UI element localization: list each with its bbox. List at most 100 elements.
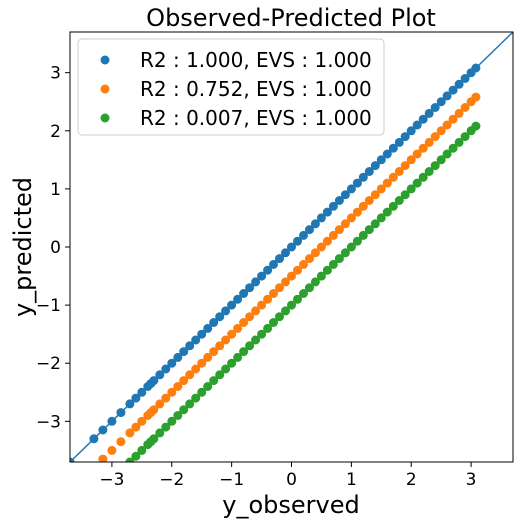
data-point (442, 149, 452, 159)
data-point (287, 300, 296, 310)
x-tick-label: −3 (99, 470, 124, 490)
data-point (430, 132, 440, 142)
data-point (346, 213, 356, 223)
data-point (137, 445, 147, 455)
data-point (269, 318, 278, 327)
data-point (305, 254, 314, 264)
data-point (179, 376, 189, 386)
data-point (418, 143, 428, 153)
data-point (448, 114, 458, 124)
data-point (107, 445, 117, 455)
data-point (251, 306, 261, 316)
legend-label-series-1: R2 : 1.000, EVS : 1.000 (140, 48, 372, 72)
data-point (418, 172, 428, 182)
data-point (358, 201, 368, 211)
data-point (209, 376, 219, 386)
data-point (382, 207, 392, 217)
y-tick-label: −2 (36, 354, 61, 374)
data-point (191, 364, 201, 374)
data-point (239, 318, 249, 327)
data-point (251, 335, 261, 345)
data-point (471, 121, 481, 131)
data-point (245, 312, 255, 322)
data-point (388, 201, 398, 211)
data-point (310, 277, 320, 287)
x-tick-label: 3 (466, 470, 477, 490)
data-point (370, 219, 380, 229)
data-point (376, 184, 386, 194)
data-point (149, 434, 159, 444)
data-point (328, 230, 338, 240)
data-point (233, 323, 243, 333)
data-point (257, 300, 267, 310)
y-tick-label: −1 (36, 296, 61, 316)
data-point (287, 271, 296, 281)
legend: R2 : 1.000, EVS : 1.000 R2 : 0.752, EVS … (77, 38, 385, 136)
data-point (269, 289, 278, 298)
legend-label-series-3: R2 : 0.007, EVS : 1.000 (140, 106, 372, 130)
data-point (305, 283, 314, 293)
data-point (263, 294, 273, 304)
data-point (382, 178, 392, 188)
data-point (460, 132, 470, 142)
data-point (406, 184, 416, 194)
x-tick-label: 0 (286, 470, 297, 490)
data-point (448, 143, 458, 153)
data-point (281, 306, 290, 316)
data-point (203, 352, 213, 362)
x-axis-ticks: −3 −2 −1 0 1 2 3 (99, 462, 477, 490)
legend-marker-series-3 (100, 113, 110, 123)
x-axis-label: y_observed (222, 491, 359, 519)
legend-marker-series-2 (100, 84, 110, 94)
data-point (173, 382, 183, 391)
data-point (364, 196, 374, 205)
data-point (406, 155, 416, 165)
data-point (436, 126, 446, 136)
data-point (394, 196, 404, 205)
data-point (388, 172, 398, 182)
identity-reference-line (70, 32, 513, 462)
data-point (442, 120, 452, 130)
data-point (454, 108, 464, 118)
data-point (358, 230, 368, 240)
data-point (89, 463, 98, 472)
legend-marker-series-1 (100, 55, 110, 65)
data-point (316, 271, 326, 281)
y-tick-label: 1 (50, 180, 61, 200)
data-point (155, 399, 165, 409)
data-point (116, 437, 126, 447)
data-point (239, 347, 249, 357)
data-point (131, 451, 141, 461)
data-point (299, 259, 308, 269)
data-point (191, 393, 201, 403)
data-point (352, 207, 362, 217)
data-point (376, 213, 386, 223)
y-axis-label: y_predicted (9, 177, 37, 317)
data-point (245, 341, 255, 351)
data-point (310, 248, 320, 258)
data-point (98, 454, 108, 462)
data-point (340, 248, 350, 258)
data-point (209, 347, 219, 357)
data-point (197, 387, 207, 397)
x-tick-label: −1 (219, 470, 244, 490)
data-point (263, 323, 273, 333)
data-point (185, 399, 195, 409)
data-point (215, 341, 225, 351)
y-tick-label: 0 (50, 238, 61, 258)
x-tick-label: −2 (159, 470, 184, 490)
data-point (221, 364, 231, 374)
data-point (293, 294, 302, 304)
reference-line-layer (70, 32, 513, 462)
legend-label-series-2: R2 : 0.752, EVS : 1.000 (140, 77, 372, 101)
series-2-points (89, 92, 481, 472)
data-point (299, 289, 308, 298)
data-point (275, 283, 284, 293)
data-point (221, 335, 231, 345)
data-point (346, 242, 356, 252)
data-point (370, 190, 380, 200)
data-point (203, 382, 213, 391)
data-point (233, 352, 243, 362)
y-tick-label: −3 (36, 412, 61, 432)
data-point (400, 190, 410, 200)
